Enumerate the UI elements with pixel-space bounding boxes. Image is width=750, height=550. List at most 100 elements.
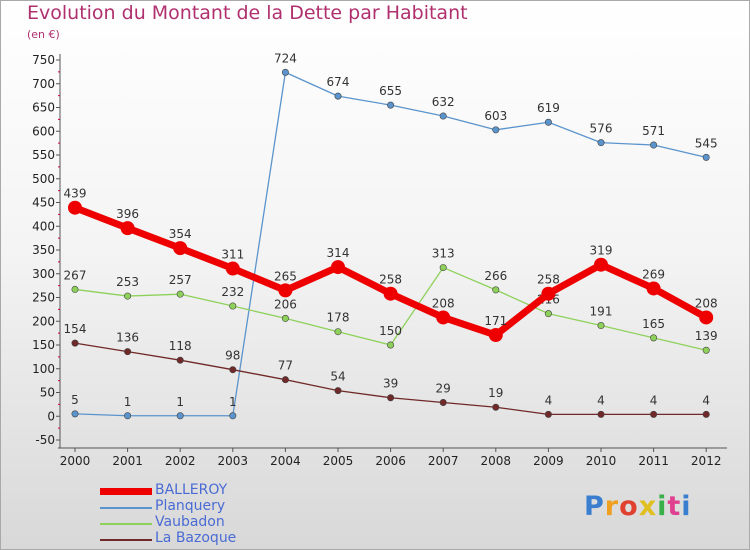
data-label: 206 [274, 297, 297, 311]
proxiti-logo: Proxiti [584, 491, 692, 522]
logo-letter: P [584, 491, 605, 522]
data-label: 208 [432, 296, 455, 310]
data-point [650, 141, 658, 149]
data-label: 4 [702, 393, 710, 407]
legend-item: Vaubadon [100, 514, 400, 532]
chart-title: Evolution du Montant de la Dette par Hab… [27, 2, 468, 24]
data-point [544, 310, 552, 318]
y-tick-label: 100 [32, 362, 55, 376]
data-label: 118 [169, 339, 192, 353]
data-label: 545 [695, 136, 718, 150]
data-point [71, 285, 79, 293]
data-label: 4 [650, 393, 658, 407]
data-label: 311 [221, 248, 244, 262]
x-tick-label: 2012 [691, 454, 722, 468]
data-label: 165 [642, 317, 665, 331]
y-tick-label: 650 [32, 101, 55, 115]
data-point [173, 241, 188, 256]
data-label: 98 [225, 349, 240, 363]
data-label: 314 [327, 246, 350, 260]
data-point [597, 410, 605, 418]
logo-letter: i [681, 491, 692, 522]
data-point [544, 410, 552, 418]
data-point [281, 314, 289, 322]
data-point [229, 412, 237, 420]
x-tick-label: 2003 [218, 454, 249, 468]
legend-label: La Bazoque [155, 530, 237, 546]
x-tick-label: 2009 [533, 454, 564, 468]
x-tick-label: 2005 [323, 454, 354, 468]
data-point [331, 260, 345, 275]
y-tick-label: 150 [32, 338, 55, 352]
data-label: 253 [116, 275, 139, 289]
data-point [646, 281, 661, 296]
x-tick-label: 2011 [638, 454, 669, 468]
data-label: 319 [590, 244, 613, 258]
data-label: 266 [484, 269, 507, 283]
data-point [334, 92, 342, 100]
x-tick-label: 2007 [428, 454, 459, 468]
data-point [439, 264, 447, 272]
data-point [650, 410, 658, 418]
data-label: 19 [488, 386, 503, 400]
data-point [492, 126, 500, 134]
data-point [176, 412, 184, 420]
data-label: 1 [176, 395, 184, 409]
data-point [120, 221, 135, 236]
x-tick-label: 2002 [165, 454, 196, 468]
data-point [492, 403, 500, 411]
data-label: 439 [64, 187, 87, 201]
data-label: 4 [597, 393, 605, 407]
data-point [488, 328, 503, 343]
data-point [702, 410, 710, 418]
data-point [176, 290, 184, 298]
y-tick-label: 600 [32, 124, 55, 138]
data-label: 54 [330, 370, 345, 384]
data-label: 29 [436, 381, 451, 395]
data-point [387, 101, 395, 109]
data-label: 139 [695, 329, 718, 343]
legend-item: La Bazoque [100, 530, 400, 548]
chart-subtitle: (en €) [27, 28, 60, 41]
logo-letter: x [638, 491, 658, 522]
x-tick-label: 2004 [270, 454, 301, 468]
y-tick-label: 450 [32, 196, 55, 210]
data-label: 571 [642, 124, 665, 138]
data-point [68, 200, 82, 215]
data-label: 396 [116, 207, 139, 221]
data-label: 232 [221, 285, 244, 299]
data-label: 619 [537, 101, 560, 115]
data-label: 576 [590, 122, 613, 136]
legend-item: BALLEROY [100, 482, 400, 500]
y-tick-label: 750 [32, 53, 55, 67]
data-label: 136 [116, 331, 139, 345]
data-label: 724 [274, 51, 297, 65]
data-point [597, 139, 605, 147]
data-point [124, 412, 132, 420]
data-point [71, 410, 79, 418]
data-point [439, 398, 447, 406]
y-tick-label: 200 [32, 314, 55, 328]
logo-letter: i [657, 491, 668, 522]
data-label: 150 [379, 324, 402, 338]
data-point [544, 118, 552, 126]
data-point [278, 283, 293, 298]
data-label: 171 [484, 314, 507, 328]
data-label: 77 [278, 359, 293, 373]
data-label: 269 [642, 267, 665, 281]
data-label: 4 [545, 393, 553, 407]
y-tick-label: -50 [35, 433, 55, 447]
data-point [383, 286, 398, 301]
y-tick-label: 550 [32, 148, 55, 162]
y-tick-label: 300 [32, 267, 55, 281]
data-point [124, 348, 132, 356]
x-tick-label: 2000 [60, 454, 91, 468]
data-point [71, 339, 79, 347]
data-point [229, 302, 237, 310]
data-point [541, 286, 556, 301]
data-label: 178 [327, 311, 350, 325]
y-tick-label: 0 [47, 409, 55, 423]
data-point [492, 286, 500, 294]
data-point [176, 356, 184, 364]
